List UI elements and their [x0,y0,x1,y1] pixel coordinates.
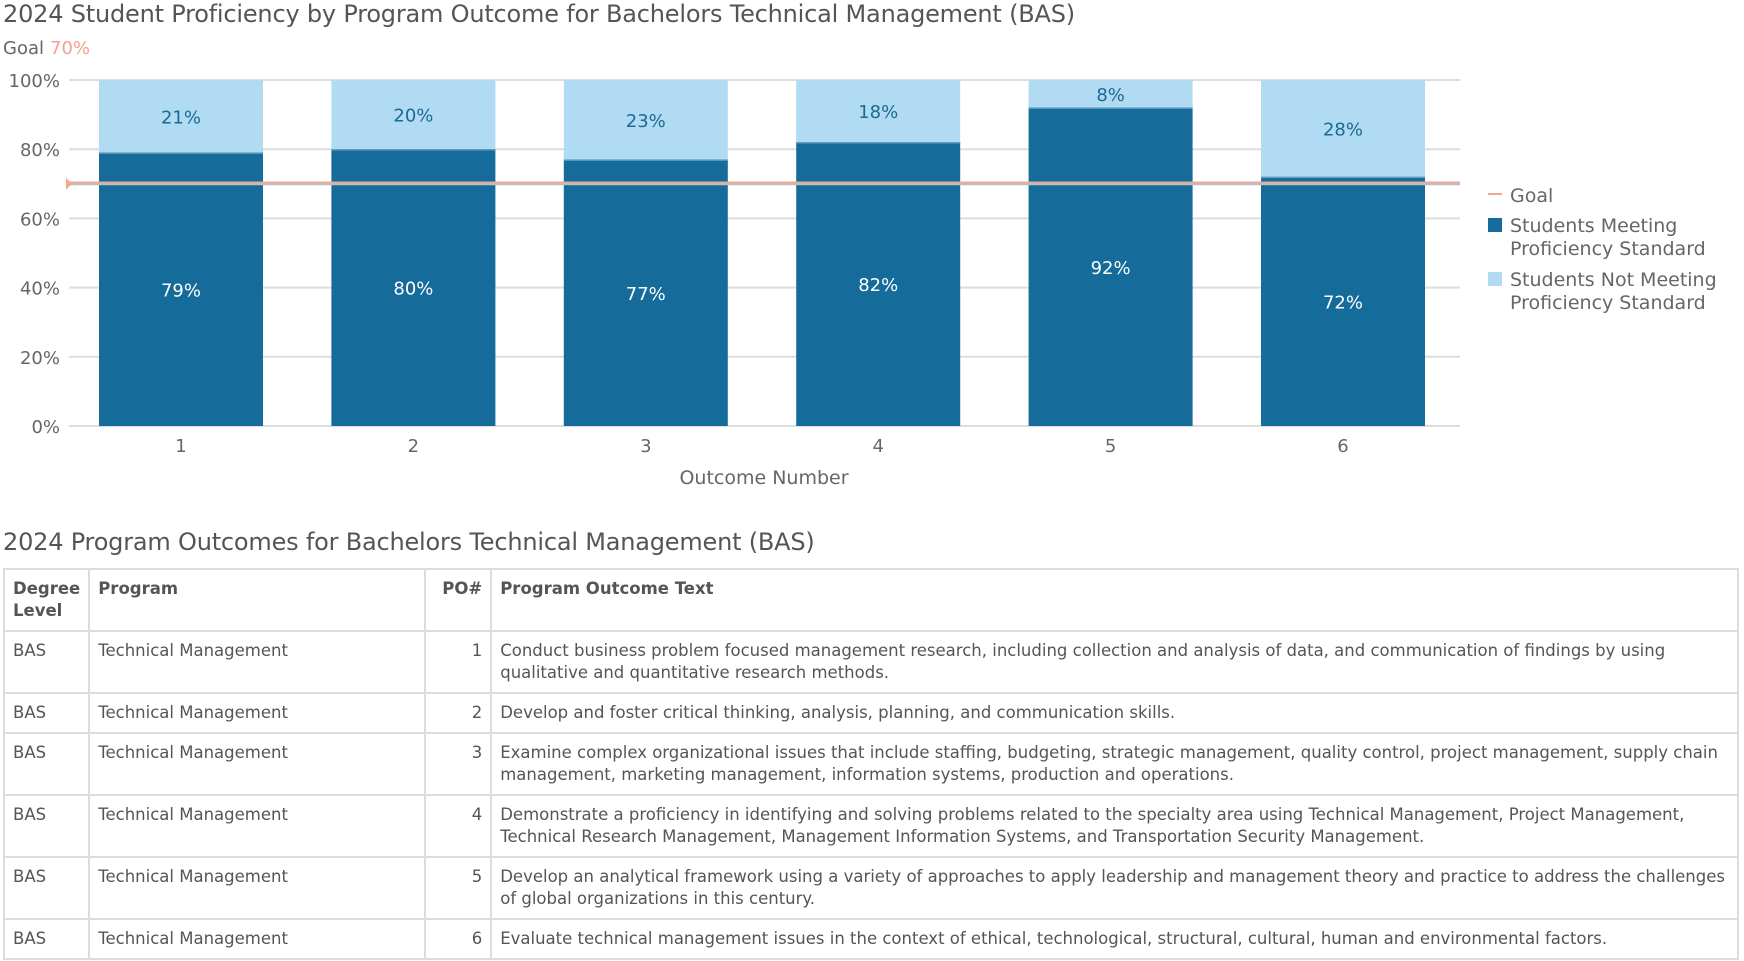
data-label-not-meeting: 28% [1323,119,1363,140]
outcome-text-cell: Develop an analytical framework using a … [490,856,1739,920]
x-tick-label: 3 [640,436,651,457]
y-tick-label: 20% [20,348,60,369]
chart-title: 2024 Student Proficiency by Program Outc… [3,0,1075,28]
legend-goal-label: Goal [1510,185,1553,207]
header-degree-level: Degree Level [2,568,91,632]
bar-not-meeting [796,80,961,143]
bar-not-meeting [1261,80,1425,177]
x-axis-label: Outcome Number [679,467,848,489]
x-tick-label: 2 [408,436,419,457]
x-tick-label: 5 [1105,436,1116,457]
header-outcome-text: Program Outcome Text [490,568,1739,632]
data-label-meeting: 80% [393,279,433,300]
program-cell: Technical Management [88,692,427,734]
program-cell: Technical Management [88,732,427,796]
po-number-cell: 1 [424,630,493,694]
po-number-cell: 5 [424,856,493,920]
bar-meeting [563,159,728,426]
goal-label: Goal [3,38,44,59]
bar-meeting [1028,107,1193,427]
y-tick-label: 40% [20,279,60,300]
degree-level-cell: BAS [2,918,91,960]
legend-not-meeting-label: Students Not Meeting [1510,269,1717,291]
bar-not-meeting [99,80,263,153]
data-label-meeting: 82% [858,275,898,296]
program-cell: Technical Management [88,856,427,920]
table-row: BAS Technical Management 1 Conduct business… [2,630,1739,694]
legend-not-meeting-swatch-icon [1488,272,1502,286]
stacked-bar-chart: 0% 20% 40% 60% 80% 100% 79% 21% 1 80% 20% 2 77% 23% 3 8… [9,71,1717,489]
po-number-cell: 3 [424,732,493,796]
data-label-meeting: 79% [161,280,201,301]
table-row: BAS Technical Management 2 Develop and fost… [2,692,1739,734]
header-program: Program [88,568,427,632]
goal-value: 70% [50,38,91,59]
legend-meeting-swatch-icon [1488,218,1502,232]
table-title: 2024 Program Outcomes for Bachelors Tech… [3,528,815,556]
table-row: BAS Technical Management 6 Evaluate technic… [2,918,1739,960]
y-tick-label: 60% [20,209,60,230]
header-po-number: PO# [424,568,493,632]
data-label-not-meeting: 20% [393,106,433,127]
bar-meeting [796,142,961,426]
bar-not-meeting [563,80,728,160]
data-label-not-meeting: 23% [626,111,666,132]
outcome-text-cell: Evaluate technical management issues in … [490,918,1739,960]
po-number-cell: 2 [424,692,493,734]
data-label-not-meeting: 8% [1096,85,1125,106]
outcome-text-cell: Conduct business problem focused managem… [490,630,1739,694]
bar-not-meeting [331,80,496,150]
legend-meeting-label: Proficiency Standard [1510,238,1706,260]
program-cell: Technical Management [88,794,427,858]
program-outcomes-table: Degree Level Program PO# Program Outcome… [2,568,1739,960]
table-row: BAS Technical Management 3 Examine complex … [2,732,1739,796]
goal-summary: Goal 70% [3,38,90,59]
table-row: BAS Technical Management 4 Demonstrate a pr… [2,794,1739,858]
po-number-cell: 4 [424,794,493,858]
program-cell: Technical Management [88,630,427,694]
y-tick-label: 0% [31,417,60,438]
legend-meeting-label: Students Meeting [1510,215,1677,237]
bar-not-meeting [1028,80,1193,108]
degree-level-cell: BAS [2,856,91,920]
bar-meeting [1261,176,1425,426]
degree-level-cell: BAS [2,630,91,694]
x-tick-label: 4 [872,436,883,457]
outcome-text-cell: Demonstrate a proficiency in identifying… [490,794,1739,858]
program-cell: Technical Management [88,918,427,960]
data-label-not-meeting: 21% [161,107,201,128]
data-label-meeting: 92% [1091,258,1131,279]
data-label-not-meeting: 18% [858,102,898,123]
legend-not-meeting-label: Proficiency Standard [1510,292,1706,314]
bar-meeting [331,149,496,426]
degree-level-cell: BAS [2,732,91,796]
degree-level-cell: BAS [2,692,91,734]
outcome-text-cell: Develop and foster critical thinking, an… [490,692,1739,734]
outcome-text-cell: Examine complex organizational issues th… [490,732,1739,796]
data-label-meeting: 72% [1323,292,1363,313]
y-tick-label: 100% [9,71,60,92]
degree-level-cell: BAS [2,794,91,858]
x-tick-label: 1 [175,436,186,457]
table-header-row: Degree Level Program PO# Program Outcome… [2,568,1739,632]
po-number-cell: 6 [424,918,493,960]
y-tick-label: 80% [20,140,60,161]
x-tick-label: 6 [1337,436,1348,457]
bar-meeting [99,152,263,426]
table-row: BAS Technical Management 5 Develop an analy… [2,856,1739,920]
goal-marker-icon [66,177,72,190]
data-label-meeting: 77% [626,284,666,305]
